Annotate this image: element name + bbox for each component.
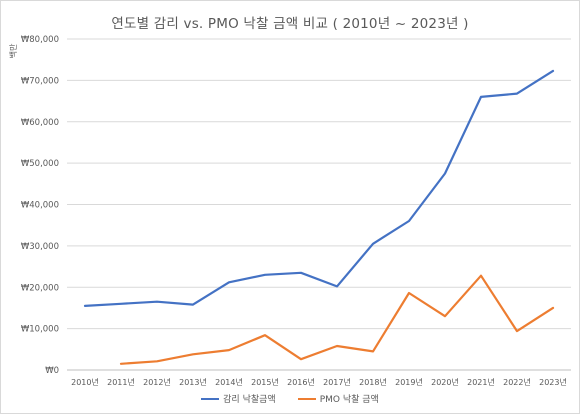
y-tick-label: ₩70,000 bbox=[21, 76, 59, 86]
x-tick-label: 2012년 bbox=[143, 377, 171, 387]
x-tick-label: 2021년 bbox=[467, 377, 495, 387]
y-tick-label: ₩20,000 bbox=[21, 283, 59, 293]
y-tick-label: ₩80,000 bbox=[21, 35, 59, 45]
x-tick-label: 2015년 bbox=[251, 377, 279, 387]
legend-swatch bbox=[297, 397, 316, 400]
x-tick-label: 2013년 bbox=[179, 377, 207, 387]
y-tick-label: ₩30,000 bbox=[21, 242, 59, 252]
y-tick-label: ₩10,000 bbox=[21, 325, 59, 335]
legend-item: PMO 낙찰 금액 bbox=[297, 392, 379, 405]
x-tick-label: 2010년 bbox=[71, 377, 99, 387]
series-line-2 bbox=[119, 274, 555, 365]
x-tick-label: 2020년 bbox=[431, 377, 459, 387]
y-tick-label: ₩40,000 bbox=[21, 201, 59, 211]
legend-label: 감리 낙찰금액 bbox=[223, 395, 276, 405]
legend-item: 감리 낙찰금액 bbox=[201, 392, 276, 405]
x-tick-label: 2011년 bbox=[107, 377, 135, 387]
legend-swatch bbox=[201, 397, 220, 400]
y-tick-label: ₩60,000 bbox=[21, 118, 59, 128]
x-tick-label: 2019년 bbox=[395, 377, 423, 387]
x-tick-label: 2018년 bbox=[359, 377, 387, 387]
y-tick-label: ₩0 bbox=[45, 366, 59, 376]
chart-title: 연도별 감리 vs. PMO 낙찰 금액 비교 ( 2010년 ~ 2023년 … bbox=[111, 16, 469, 32]
x-tick-label: 2023년 bbox=[539, 377, 567, 387]
chart-legend: 감리 낙찰금액 PMO 낙찰 금액 bbox=[1, 392, 579, 405]
x-tick-label: 2017년 bbox=[323, 377, 351, 387]
x-tick-label: 2022년 bbox=[503, 377, 531, 387]
series-line-1 bbox=[83, 69, 555, 307]
legend-label: PMO 낙찰 금액 bbox=[319, 395, 379, 405]
x-tick-label: 2016년 bbox=[287, 377, 315, 387]
x-tick-label: 2014년 bbox=[215, 377, 243, 387]
y-tick-label: ₩50,000 bbox=[21, 159, 59, 169]
y-axis-label: 백만 bbox=[8, 43, 18, 58]
